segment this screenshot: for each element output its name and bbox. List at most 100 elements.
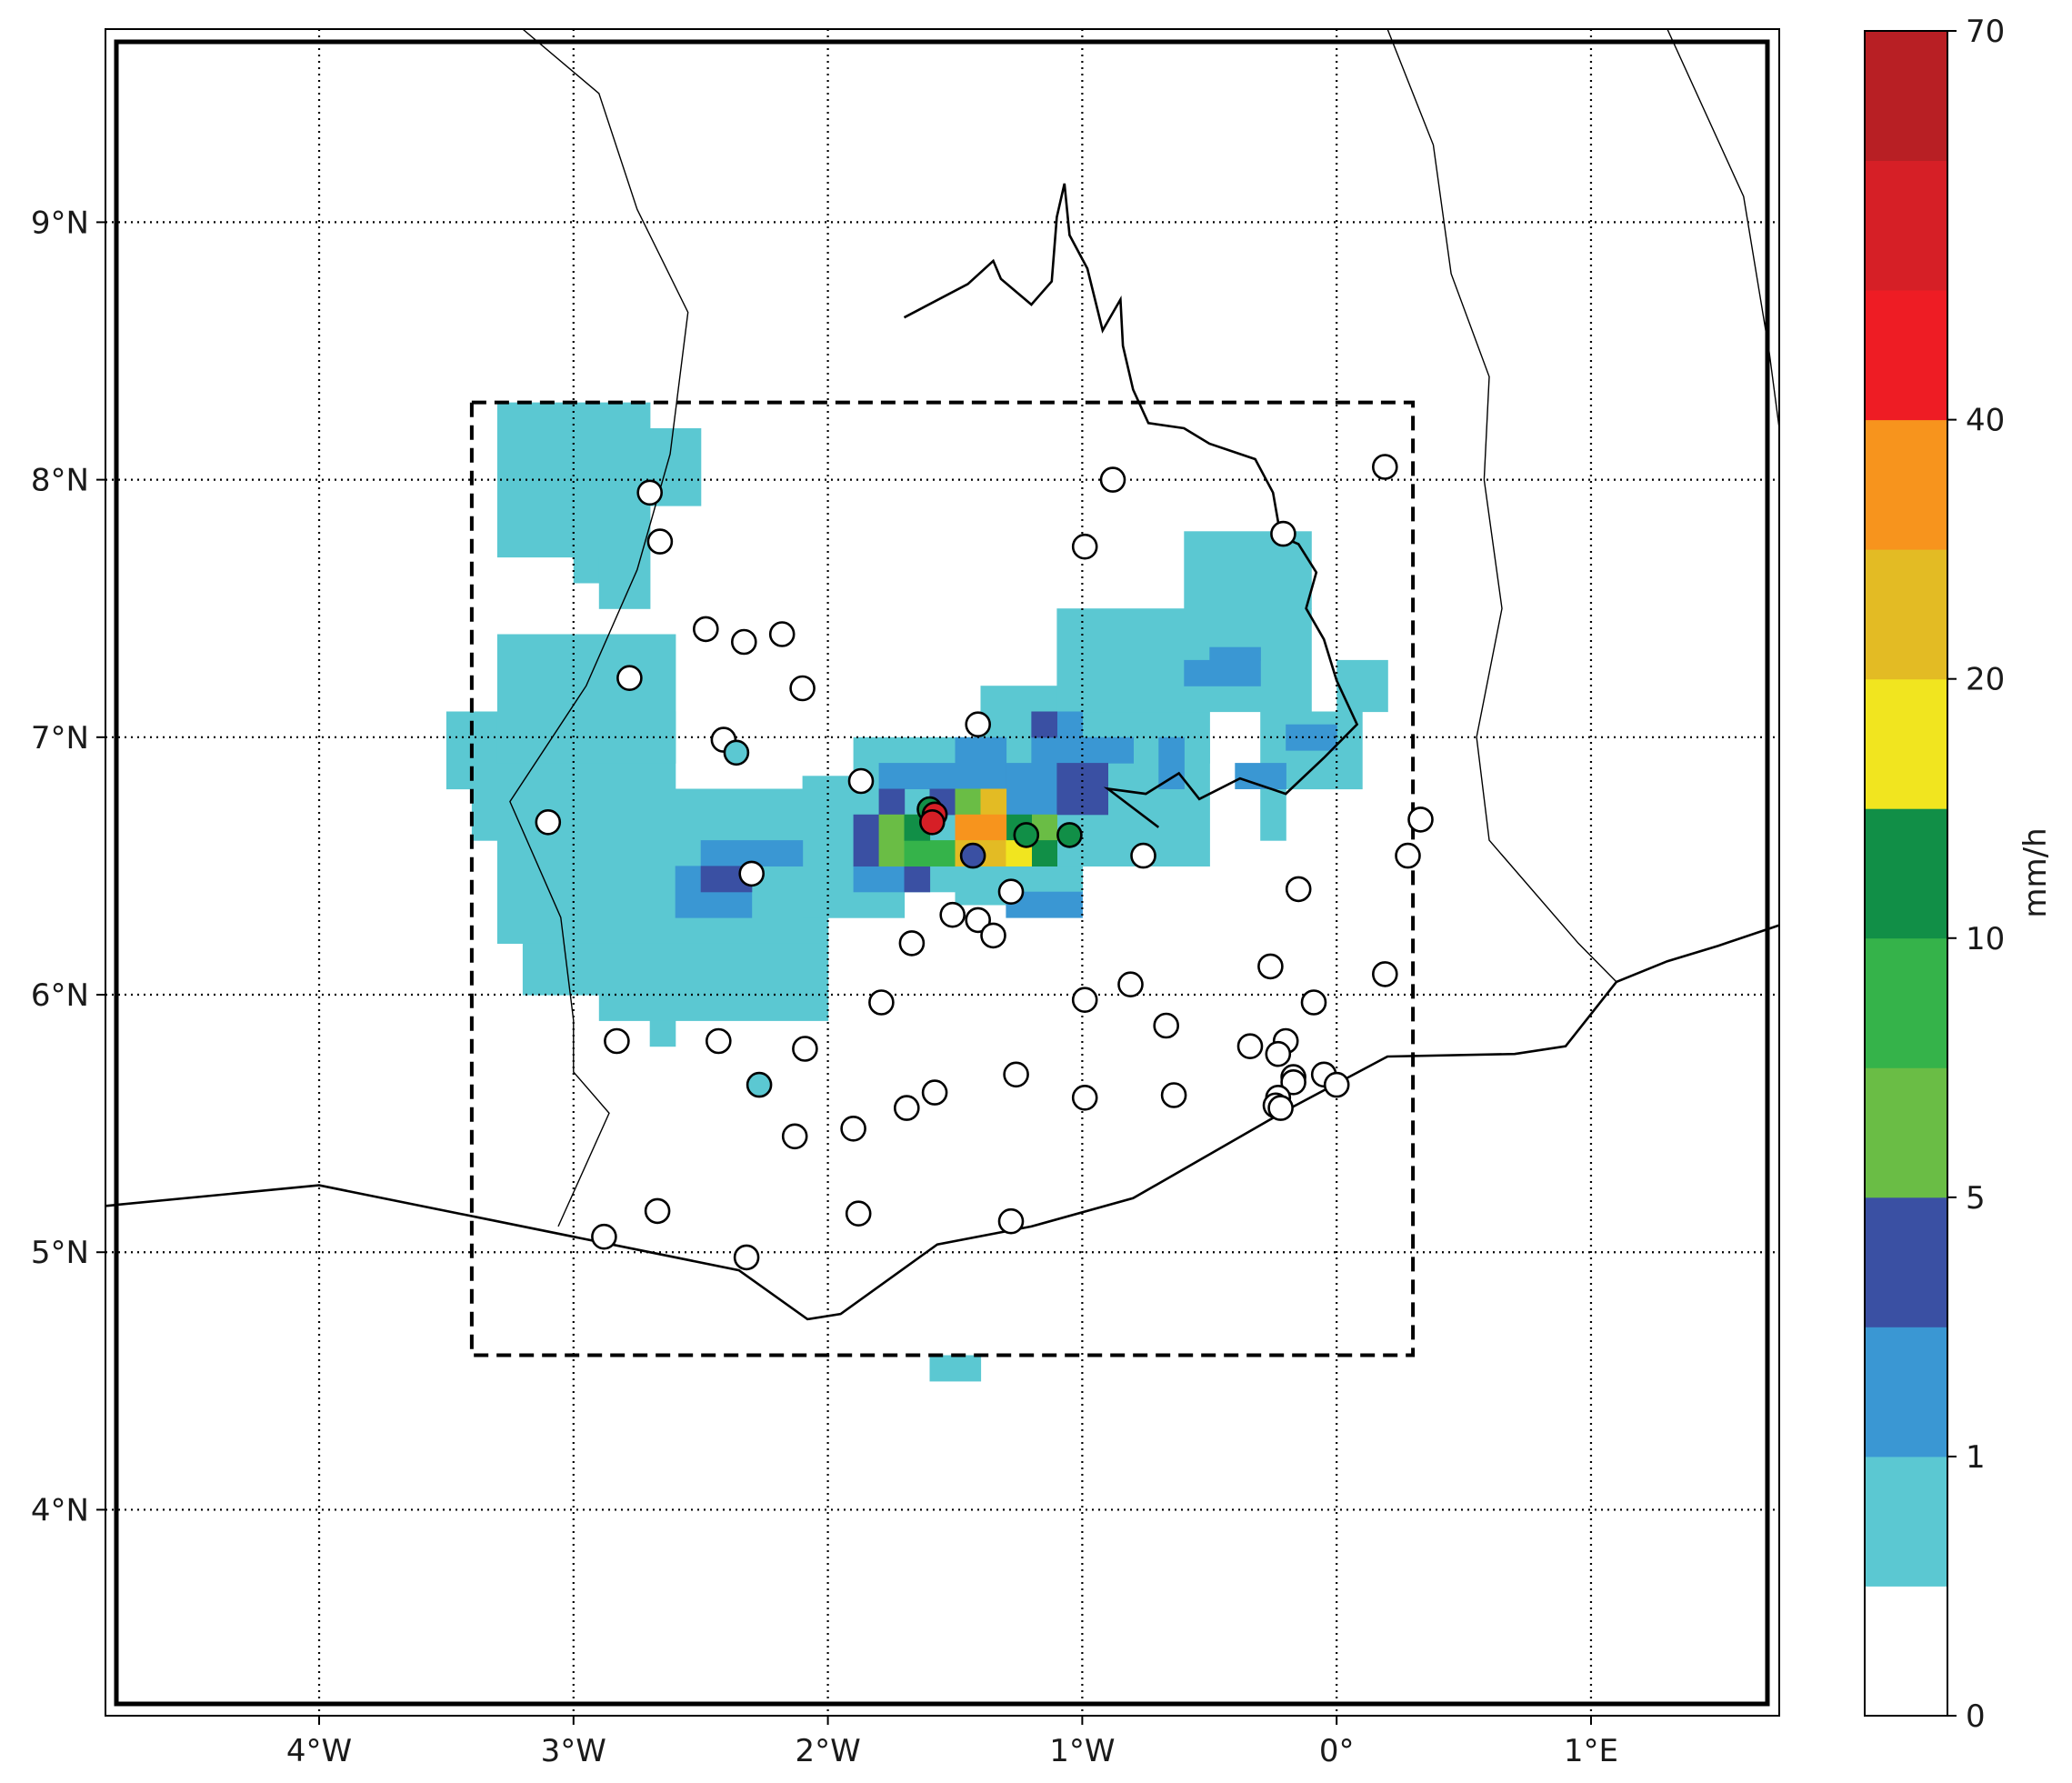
station-marker xyxy=(997,878,1025,906)
rain-cell xyxy=(522,943,829,996)
station-marker xyxy=(1071,533,1098,560)
colorbar-block xyxy=(1865,678,1947,809)
colorbar-tick-label: 10 xyxy=(1966,921,2005,957)
rain-cell xyxy=(955,788,982,816)
rain-gauge-stations xyxy=(535,454,1434,1271)
station-marker xyxy=(1071,987,1098,1013)
colorbar-tick-label: 20 xyxy=(1966,662,2005,698)
colorbar-units-label: mm/h xyxy=(2017,827,2054,917)
border-line xyxy=(1386,29,1617,983)
rain-cell xyxy=(904,866,931,893)
coastline-line xyxy=(105,924,1779,1321)
rain-cell xyxy=(853,866,906,893)
station-marker xyxy=(1257,953,1284,980)
station-marker xyxy=(921,1079,948,1106)
station-marker xyxy=(1236,1033,1264,1059)
station-marker xyxy=(965,907,991,934)
colorbar-block xyxy=(1865,1197,1947,1327)
station-marker xyxy=(644,1197,671,1225)
rain-cell xyxy=(1286,724,1337,751)
colorbar-tick-label: 5 xyxy=(1966,1180,1986,1217)
colorbar-block xyxy=(1865,937,1947,1068)
lake-outline-line xyxy=(903,183,1359,828)
lon-tick-label: 1°W xyxy=(1049,1733,1115,1769)
colorbar-block xyxy=(1865,549,1947,680)
station-marker xyxy=(616,665,643,692)
station-marker xyxy=(789,675,816,702)
station-marker xyxy=(1395,842,1421,869)
rain-cell xyxy=(878,788,906,816)
rain-cell xyxy=(1006,763,1057,816)
rain-cell xyxy=(955,736,1007,789)
station-marker xyxy=(781,1123,808,1150)
station-marker xyxy=(847,767,875,795)
station-marker xyxy=(1300,989,1327,1016)
station-marker xyxy=(1265,1040,1292,1067)
lat-tick-label: 4°N xyxy=(31,1492,89,1528)
rainfall-field xyxy=(445,402,1388,1382)
colorbar-tick-label: 1 xyxy=(1966,1439,1986,1476)
rain-cell xyxy=(1184,659,1261,686)
station-marker xyxy=(868,989,895,1016)
station-marker xyxy=(1153,1012,1179,1039)
colorbar-block xyxy=(1865,160,1947,291)
coastline xyxy=(105,924,1779,1321)
colorbar-frame xyxy=(1864,30,1948,1717)
station-marker xyxy=(535,808,562,836)
rain-cell xyxy=(878,763,956,789)
station-marker xyxy=(692,616,719,643)
station-marker xyxy=(730,628,757,656)
rain-cell xyxy=(649,1020,676,1047)
rain-cell xyxy=(1336,659,1388,713)
station-marker xyxy=(746,1071,773,1098)
station-marker xyxy=(965,711,991,738)
lon-tick-label: 4°W xyxy=(286,1733,352,1769)
station-marker xyxy=(980,922,1006,949)
station-marker xyxy=(768,621,796,647)
lat-tick-label: 7°N xyxy=(31,720,89,756)
rain-cell xyxy=(878,814,906,866)
station-marker xyxy=(1267,1095,1294,1121)
rain-cell xyxy=(1082,736,1134,764)
colorbar-block xyxy=(1865,290,1947,421)
longitude-axis: 4°W 3°W 2°W 1°W 0° 1°E xyxy=(286,1716,1618,1769)
rain-cell xyxy=(1031,711,1057,738)
rain-cell xyxy=(471,788,829,841)
colorbar-tick-label: 70 xyxy=(1966,14,2005,50)
station-marker xyxy=(1280,1069,1306,1096)
colorbar-block xyxy=(1865,1067,1947,1198)
colorbar-block xyxy=(1865,808,1947,939)
lon-tick-label: 1°E xyxy=(1564,1733,1618,1769)
station-marker xyxy=(705,1027,732,1055)
border-line xyxy=(509,29,689,1227)
colorbar-block xyxy=(1865,419,1947,550)
station-marker xyxy=(939,901,966,928)
station-marker xyxy=(1117,971,1144,997)
lon-tick-label: 2°W xyxy=(795,1733,860,1769)
rain-cell xyxy=(1158,736,1185,789)
station-marker xyxy=(1003,1061,1029,1088)
station-marker xyxy=(1270,520,1296,547)
lake-volta-outline xyxy=(903,183,1359,828)
station-marker xyxy=(738,860,766,887)
rain-cell xyxy=(955,814,982,841)
station-marker xyxy=(1056,822,1083,848)
lon-tick-label: 3°W xyxy=(541,1733,606,1769)
colorbar-tick-label: 40 xyxy=(1966,403,2005,439)
lat-tick-label: 5°N xyxy=(31,1235,89,1271)
lat-lon-gridlines xyxy=(105,29,1779,1716)
station-marker xyxy=(1372,961,1398,987)
station-marker xyxy=(1130,842,1156,869)
station-marker xyxy=(1323,1071,1350,1098)
station-marker xyxy=(604,1027,630,1055)
station-marker xyxy=(893,1095,920,1121)
station-marker xyxy=(1160,1082,1187,1108)
rain-cell xyxy=(1209,646,1261,661)
station-marker xyxy=(1285,876,1312,903)
rain-cell xyxy=(904,840,956,866)
rain-cell xyxy=(496,402,651,558)
rain-cell xyxy=(980,788,1007,816)
rain-cell xyxy=(853,814,880,866)
rain-cell xyxy=(1184,531,1312,609)
